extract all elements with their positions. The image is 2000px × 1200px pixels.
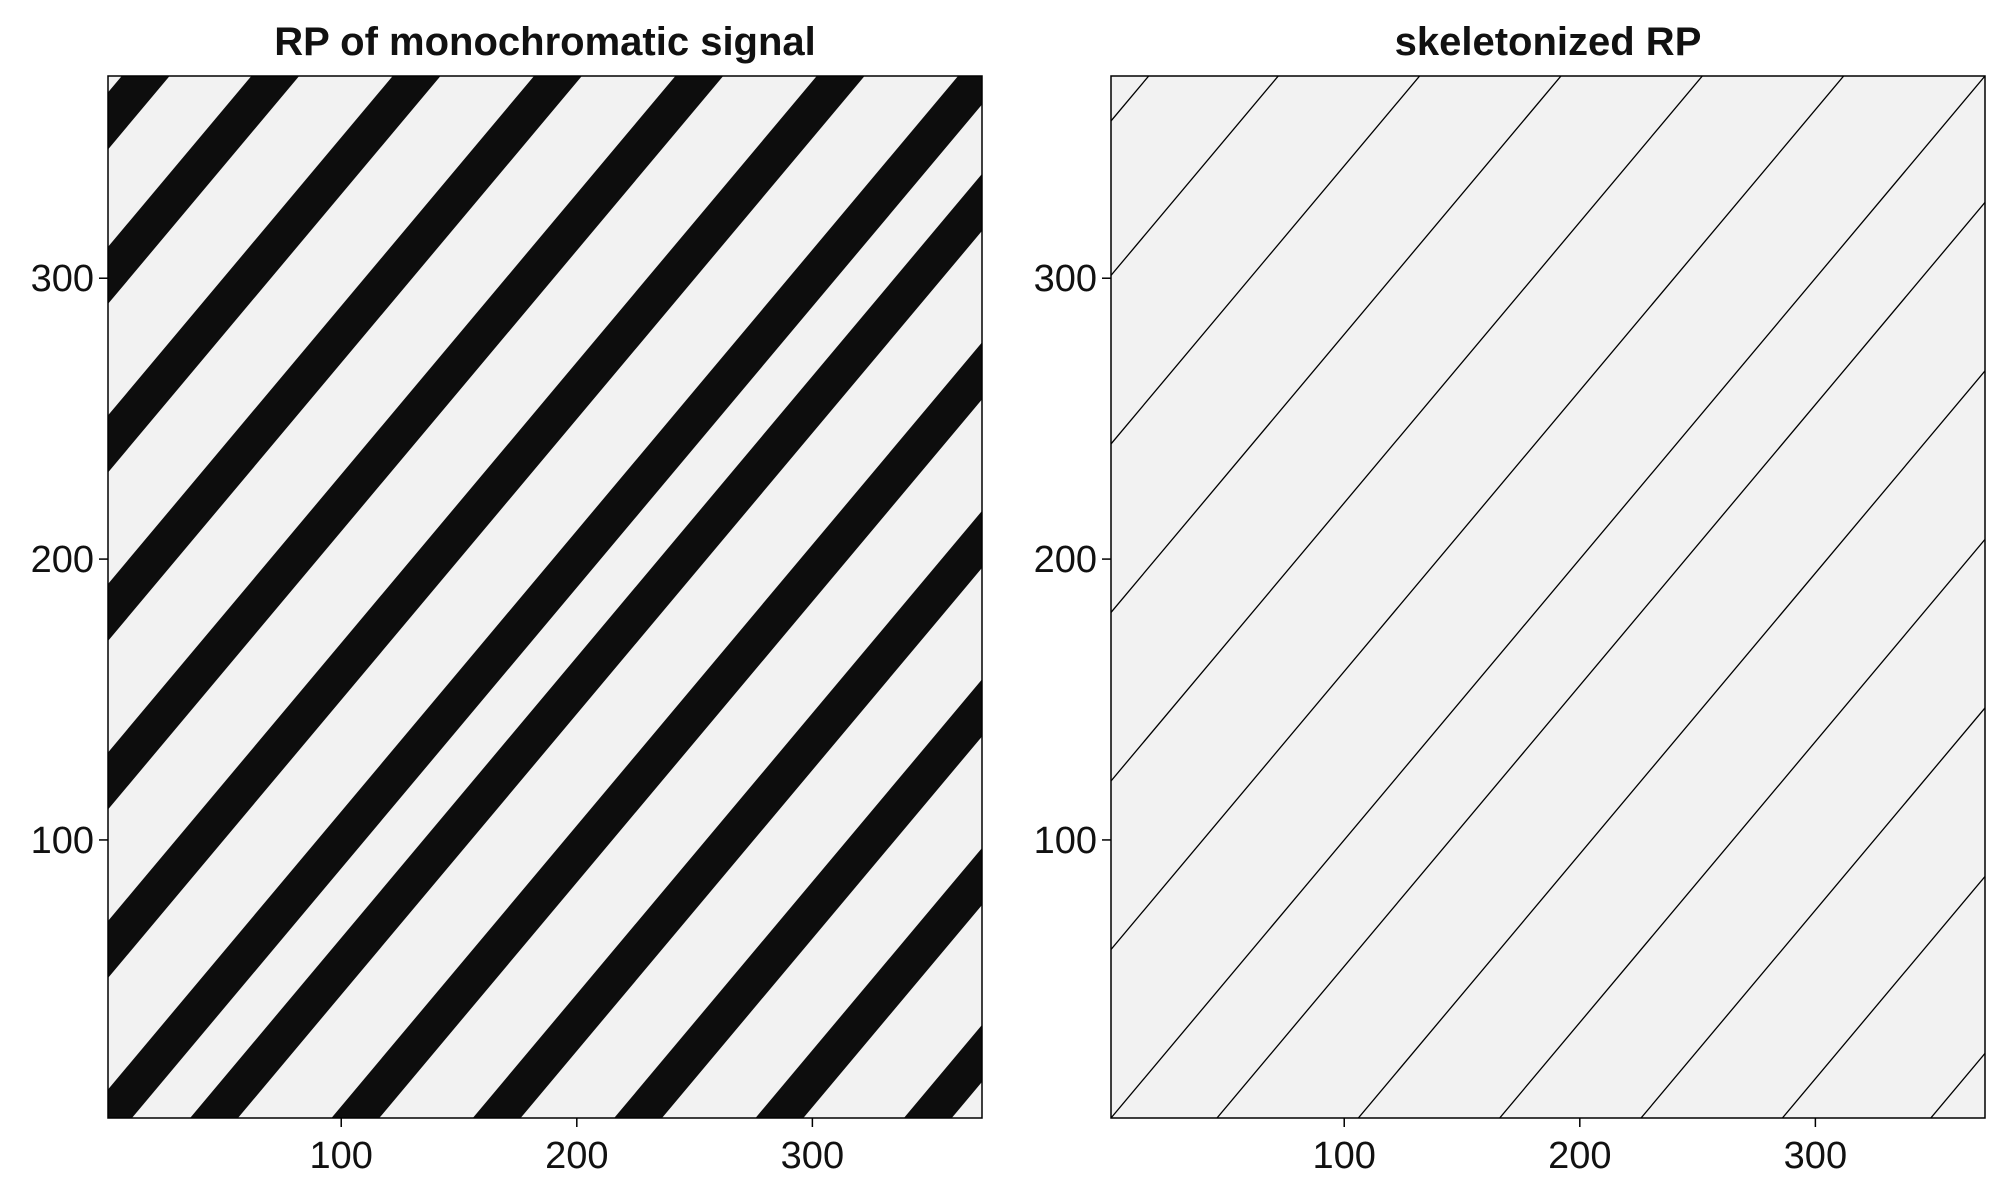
panel-rp: RP of monochromatic signal 100 200 300 100… [31, 20, 983, 1177]
panel-title: skeletonized RP [1395, 20, 1702, 64]
recurrence-diagonal [1111, 76, 1562, 614]
panel-title: RP of monochromatic signal [274, 20, 816, 64]
x-tick-label: 100 [310, 1135, 373, 1177]
x-tick-label: 100 [1313, 1135, 1376, 1177]
x-axis: 100 200 300 [310, 1118, 844, 1177]
recurrence-diagonal [1111, 76, 1421, 445]
recurrence-diagonal [1111, 76, 1704, 782]
recurrence-diagonal [1111, 76, 1280, 277]
plot-area [1110, 75, 1986, 1119]
recurrence-diagonal [1216, 201, 1985, 1118]
x-tick-label: 200 [1548, 1135, 1611, 1177]
y-tick-label: 200 [31, 539, 94, 581]
y-tick-label: 100 [1034, 820, 1097, 862]
recurrence-diagonal [1498, 538, 1985, 1118]
recurrence-diagonal [1111, 76, 1985, 1118]
plot-area [107, 75, 983, 1119]
recurrence-diagonal [108, 76, 582, 641]
y-tick-label: 300 [31, 258, 94, 300]
panel-skeletonized-rp: skeletonized RP 100 200 300 100 200 300 [1034, 20, 1986, 1177]
x-axis: 100 200 300 [1313, 1118, 1847, 1177]
recurrence-diagonal [1111, 76, 1845, 951]
recurrence-diagonal [1357, 369, 1985, 1118]
y-axis: 100 200 300 [1034, 258, 1111, 862]
x-tick-label: 300 [781, 1135, 844, 1177]
recurrence-diagonal [108, 76, 865, 978]
x-tick-label: 200 [545, 1135, 608, 1177]
x-tick-label: 300 [1784, 1135, 1847, 1177]
recurrence-diagonal [472, 510, 982, 1118]
y-tick-label: 300 [1034, 258, 1097, 300]
plot-frame [1110, 75, 1986, 1119]
recurrence-diagonal [190, 173, 982, 1118]
y-tick-label: 200 [1034, 539, 1097, 581]
recurrence-diagonal [108, 76, 982, 1118]
recurrence-diagonal [108, 76, 300, 304]
recurrence-diagonal [108, 76, 724, 810]
y-tick-label: 100 [31, 820, 94, 862]
recurrence-diagonal [614, 679, 982, 1118]
recurrence-diagonal [331, 342, 982, 1118]
y-axis: 100 200 300 [31, 258, 108, 862]
recurrence-diagonal [108, 76, 441, 473]
recurrence-diagonal [1781, 875, 1985, 1118]
recurrence-diagonal [755, 847, 982, 1118]
plot-frame [107, 75, 983, 1119]
recurrence-diagonal [1640, 706, 1985, 1118]
